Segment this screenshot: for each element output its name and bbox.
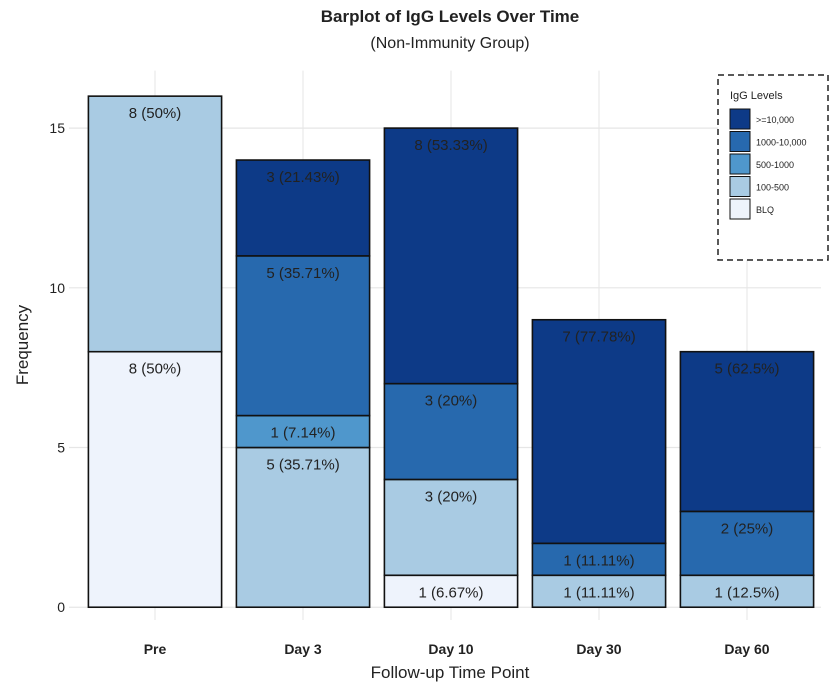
y-tick-label: 15 — [49, 120, 65, 136]
value-label: 3 (20%) — [425, 393, 478, 410]
value-label: 1 (11.11%) — [563, 584, 634, 601]
legend-label: BLQ — [756, 205, 774, 215]
bar-segment — [531, 574, 667, 609]
legend-label: >=10,000 — [756, 115, 794, 125]
bar-segment — [679, 350, 815, 513]
legend-title: IgG Levels — [730, 90, 783, 102]
bar-segment — [531, 542, 667, 577]
bar-segment — [235, 446, 371, 609]
bar-segment — [679, 574, 815, 609]
y-tick-label: 5 — [57, 440, 65, 456]
value-label: 2 (25%) — [721, 520, 774, 537]
y-axis-label: Frequency — [13, 304, 32, 385]
value-label: 8 (50%) — [129, 105, 182, 122]
value-label: 8 (50%) — [129, 361, 182, 378]
bar-segment — [235, 255, 371, 417]
value-label: 3 (20%) — [425, 488, 478, 505]
bar-segment — [383, 127, 519, 385]
chart-subtitle: (Non-Immunity Group) — [370, 35, 529, 52]
x-tick-label: Day 60 — [724, 641, 769, 657]
value-label: 5 (35.71%) — [266, 265, 339, 282]
x-tick-label: Day 3 — [284, 641, 322, 657]
x-axis-label: Follow-up Time Point — [371, 663, 530, 682]
y-tick-label: 10 — [49, 280, 65, 296]
legend-label: 100-500 — [756, 183, 789, 193]
x-tick-label: Day 30 — [576, 641, 621, 657]
value-label: 8 (53.33%) — [414, 137, 487, 154]
value-label: 3 (21.43%) — [266, 169, 339, 186]
bar-segment — [531, 318, 667, 545]
value-label: 7 (77.78%) — [562, 329, 635, 346]
bar-segment — [383, 478, 519, 577]
legend-swatch — [729, 153, 751, 175]
bar-segment — [87, 95, 223, 353]
x-tick-label: Day 10 — [428, 641, 473, 657]
legend-swatch — [729, 108, 751, 130]
legend-swatch — [729, 176, 751, 197]
value-label: 1 (12.5%) — [714, 584, 779, 601]
value-label: 5 (35.71%) — [266, 457, 339, 474]
value-label: 1 (7.14%) — [270, 425, 335, 442]
bar-segment — [235, 159, 371, 257]
y-tick-label: 0 — [57, 599, 65, 615]
bar-segment — [235, 414, 371, 449]
bar-segment — [87, 350, 223, 609]
value-label: 5 (62.5%) — [714, 361, 779, 378]
value-label: 1 (6.67%) — [418, 584, 483, 601]
x-tick-label: Pre — [144, 641, 167, 657]
legend-swatch — [729, 131, 751, 152]
value-label: 1 (11.11%) — [563, 552, 634, 569]
legend-label: 1000-10,000 — [756, 138, 807, 148]
legend-label: 500-1000 — [756, 160, 794, 170]
legend-swatch — [729, 198, 751, 220]
chart-title: Barplot of IgG Levels Over Time — [321, 7, 580, 26]
